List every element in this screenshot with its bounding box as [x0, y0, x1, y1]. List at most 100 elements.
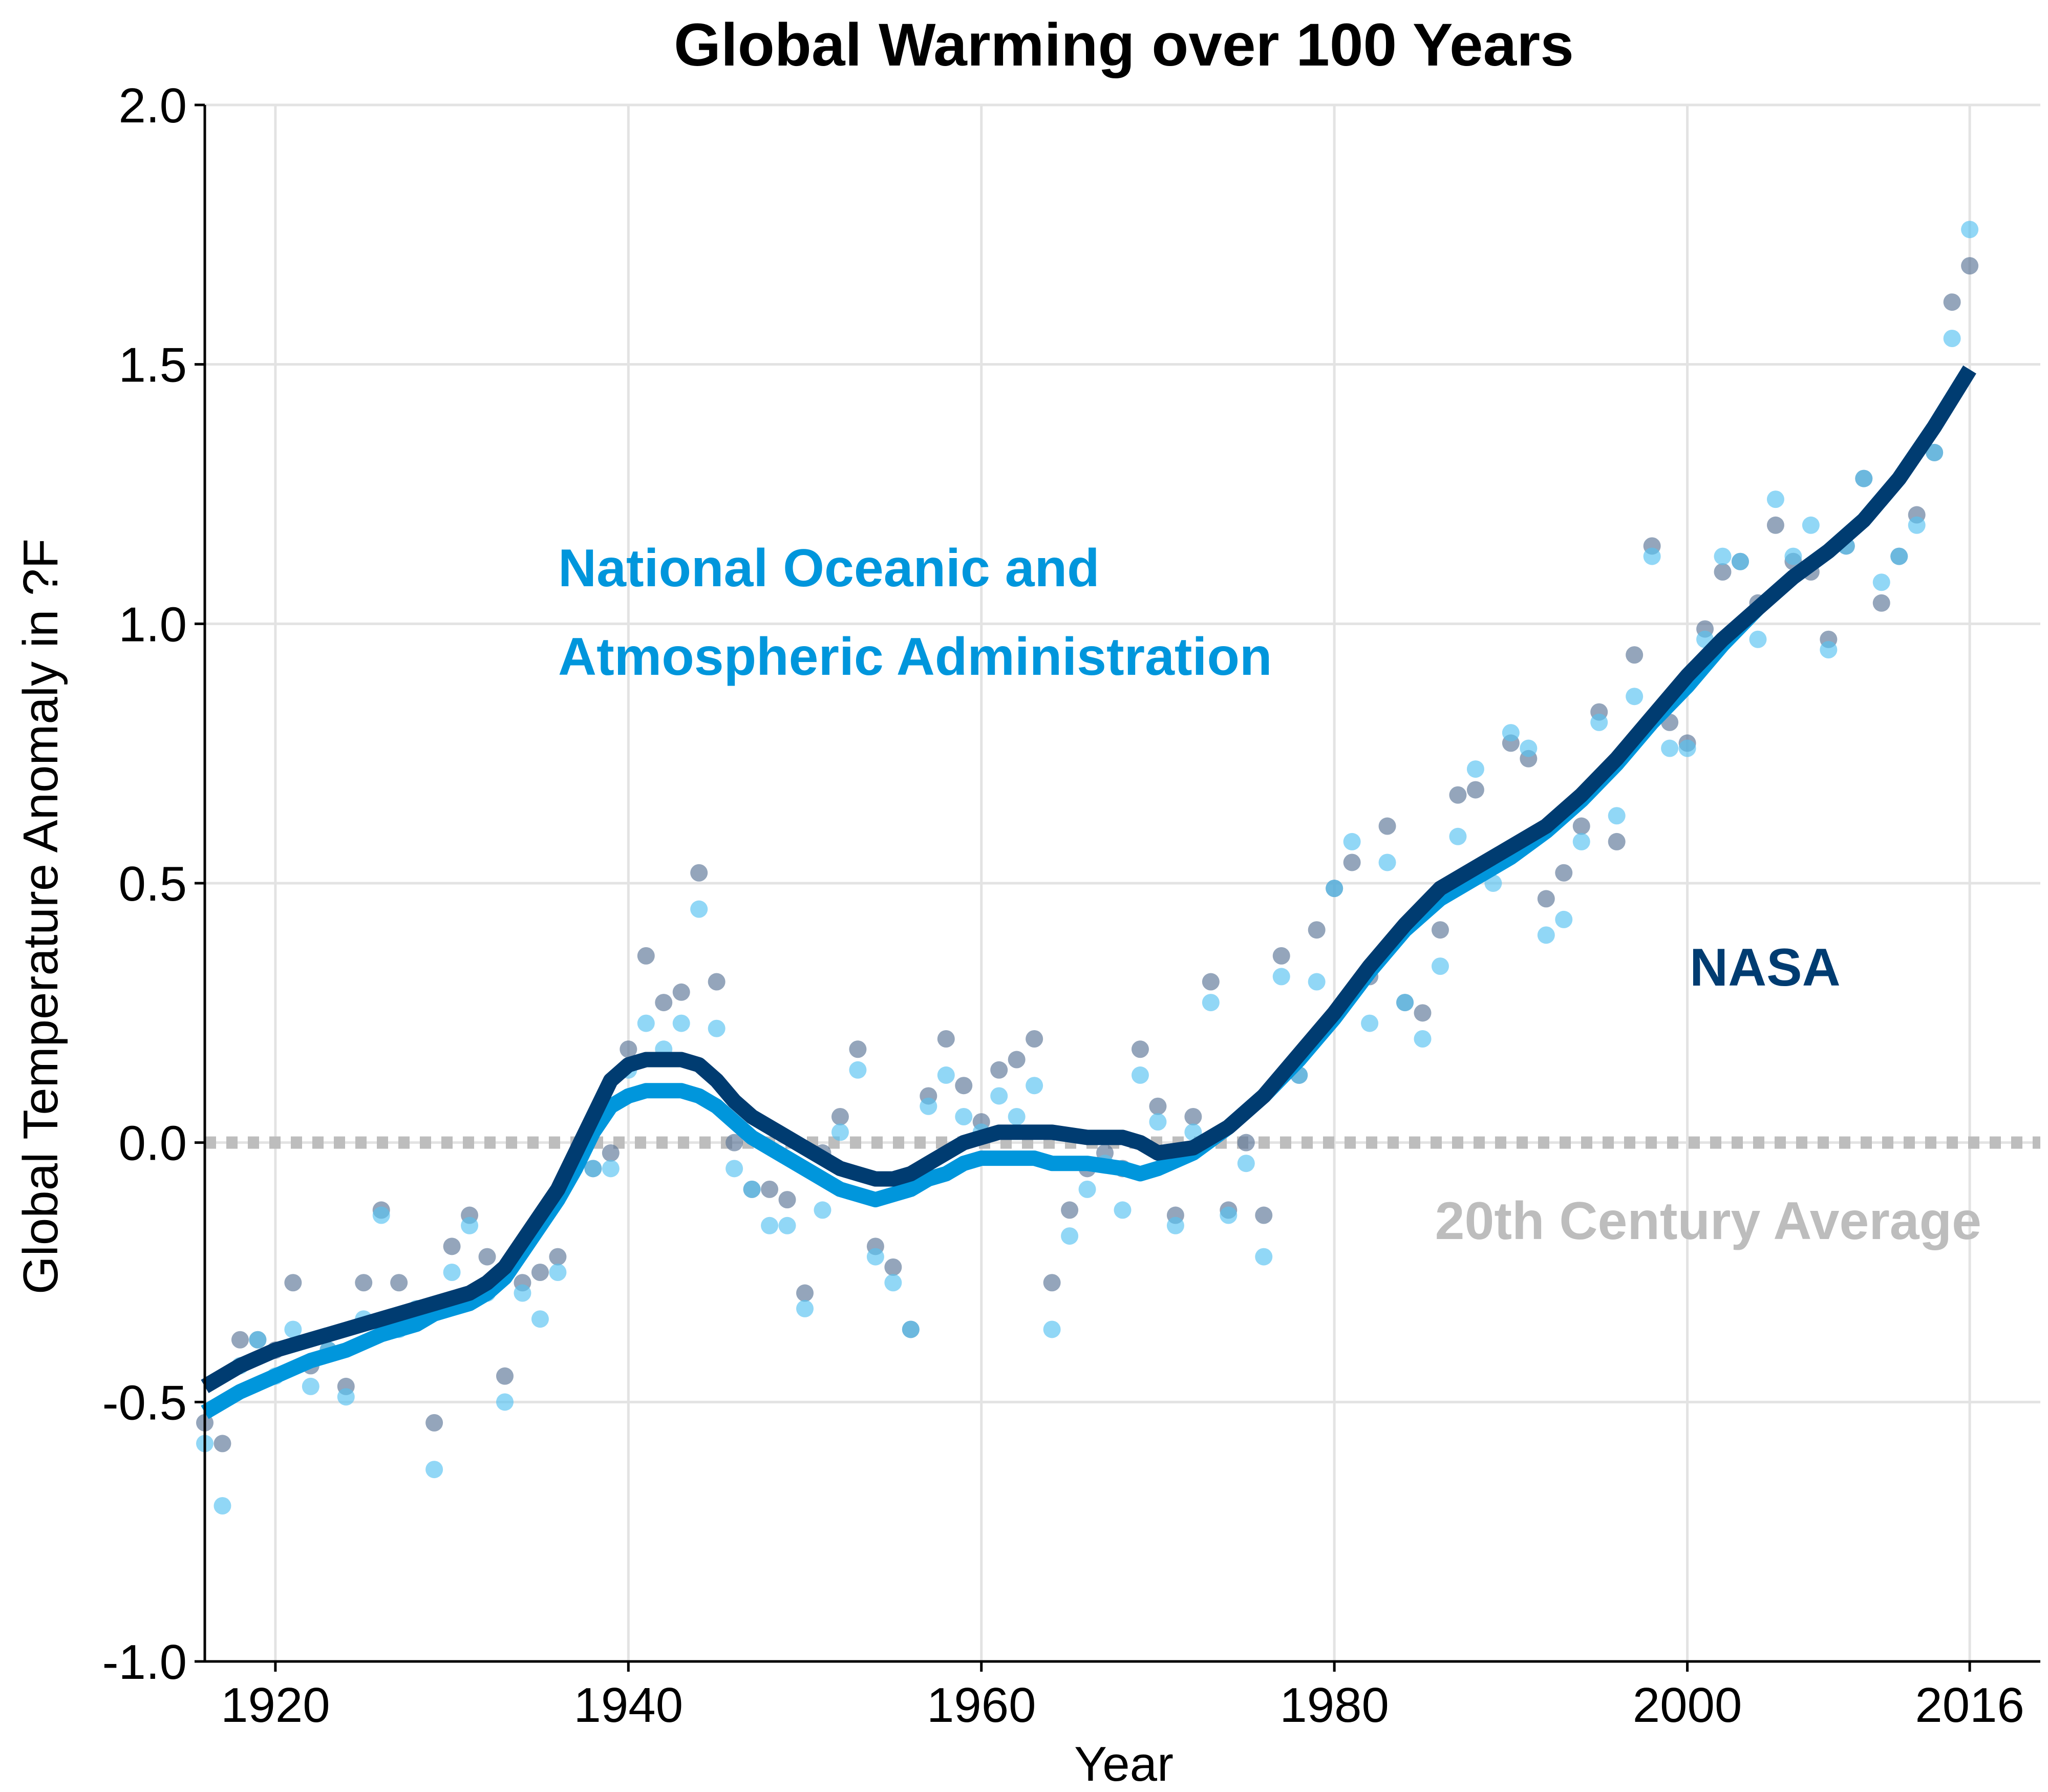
noaa-point	[1043, 1320, 1061, 1338]
y-tick-label: -1.0	[102, 1635, 187, 1690]
y-tick-label: -0.5	[102, 1375, 187, 1430]
nasa-point	[1608, 833, 1626, 850]
noaa-point	[849, 1061, 867, 1079]
nasa-point	[1537, 890, 1555, 908]
noaa-point	[372, 1206, 390, 1224]
noaa-point	[1520, 739, 1538, 757]
noaa-point	[1872, 573, 1890, 591]
nasa-point	[849, 1040, 867, 1058]
noaa-point	[1572, 833, 1590, 850]
nasa-point	[1943, 293, 1961, 311]
noaa-point	[1643, 547, 1661, 565]
noaa-point	[955, 1108, 973, 1125]
noaa-point	[1308, 973, 1326, 991]
noaa-smoothed-line	[201, 365, 1976, 1419]
x-tick-label: 2016	[1915, 1678, 2024, 1733]
nasa-point	[637, 947, 655, 965]
x-axis-title: Year	[1074, 1737, 1174, 1791]
noaa-point	[249, 1331, 267, 1349]
y-tick-label: 1.5	[119, 338, 187, 393]
noaa-point	[672, 1014, 690, 1032]
nasa-point	[655, 994, 673, 1012]
noaa-point	[531, 1310, 549, 1328]
nasa-point	[1378, 817, 1396, 835]
noaa-point	[920, 1097, 937, 1115]
noaa-point	[1272, 968, 1290, 986]
noaa-points	[196, 221, 1979, 1514]
nasa-point	[602, 1144, 620, 1162]
noaa-point	[1466, 760, 1484, 778]
noaa-point	[284, 1320, 302, 1338]
nasa-point	[796, 1284, 814, 1302]
nasa-point	[1272, 947, 1290, 965]
nasa-point	[1008, 1051, 1026, 1069]
y-tick-label: 2.0	[119, 78, 187, 133]
noaa-point	[690, 900, 708, 918]
nasa-point	[443, 1238, 461, 1255]
noaa-point	[1731, 552, 1749, 570]
nasa-point	[1149, 1097, 1167, 1115]
noaa-point	[884, 1274, 902, 1292]
noaa-point	[1149, 1113, 1167, 1131]
noaa-point	[461, 1217, 479, 1234]
noaa-point	[425, 1461, 443, 1479]
nasa-point	[1026, 1030, 1043, 1048]
nasa-point	[620, 1040, 637, 1058]
chart-title: Global Warming over 100 Years	[674, 11, 1574, 79]
nasa-point	[726, 1134, 743, 1151]
nasa-point	[1308, 921, 1326, 939]
noaa-point	[1343, 833, 1361, 850]
nasa-point	[884, 1258, 902, 1276]
noaa-point	[337, 1388, 355, 1406]
noaa-point	[1502, 724, 1520, 742]
nasa-point	[1237, 1134, 1255, 1151]
noaa-point	[1131, 1066, 1149, 1084]
noaa-point	[1855, 470, 1873, 487]
noaa-point	[1326, 880, 1343, 898]
noaa-point	[1202, 994, 1220, 1012]
nasa-point	[761, 1180, 779, 1198]
nasa-point	[1043, 1274, 1061, 1292]
y-tick-label: 0.5	[119, 857, 187, 911]
nasa-points	[196, 257, 1979, 1453]
y-tick-label: 0.0	[119, 1116, 187, 1171]
nasa-point	[1449, 786, 1467, 804]
noaa-point	[726, 1160, 743, 1178]
noaa-point	[1008, 1108, 1026, 1125]
nasa-point	[690, 864, 708, 882]
x-tick-label: 1940	[574, 1678, 684, 1733]
noaa-point	[761, 1217, 779, 1234]
y-tick-label: 1.0	[119, 597, 187, 652]
nasa-smoothed-line	[201, 365, 1976, 1393]
noaa-point	[549, 1264, 567, 1281]
noaa-point	[1537, 926, 1555, 944]
noaa-point	[1255, 1248, 1273, 1266]
noaa-point	[796, 1299, 814, 1317]
noaa-point	[1890, 547, 1908, 565]
noaa-point	[302, 1377, 319, 1395]
nasa-point	[214, 1435, 231, 1453]
noaa-point	[1378, 854, 1396, 871]
noaa-point	[602, 1160, 620, 1178]
noaa-point	[1396, 994, 1414, 1012]
nasa-point	[1431, 921, 1449, 939]
noaa-point	[514, 1284, 531, 1302]
y-axis-title: Global Temperature Anomaly in ?F	[13, 539, 68, 1294]
noaa-point	[1061, 1227, 1079, 1245]
noaa-point	[1237, 1155, 1255, 1172]
noaa-point	[1166, 1217, 1184, 1234]
nasa-point	[937, 1030, 955, 1048]
noaa-point	[1449, 827, 1467, 845]
nasa-point	[1343, 854, 1361, 871]
noaa-point	[1361, 1014, 1379, 1032]
nasa-point	[1184, 1108, 1202, 1125]
nasa-point	[1131, 1040, 1149, 1058]
nasa-point	[1766, 516, 1784, 534]
nasa-point	[390, 1274, 408, 1292]
noaa-point	[214, 1497, 231, 1514]
nasa-point	[1555, 864, 1573, 882]
nasa-point	[284, 1274, 302, 1292]
noaa-point	[708, 1019, 726, 1037]
nasa-point	[425, 1414, 443, 1432]
